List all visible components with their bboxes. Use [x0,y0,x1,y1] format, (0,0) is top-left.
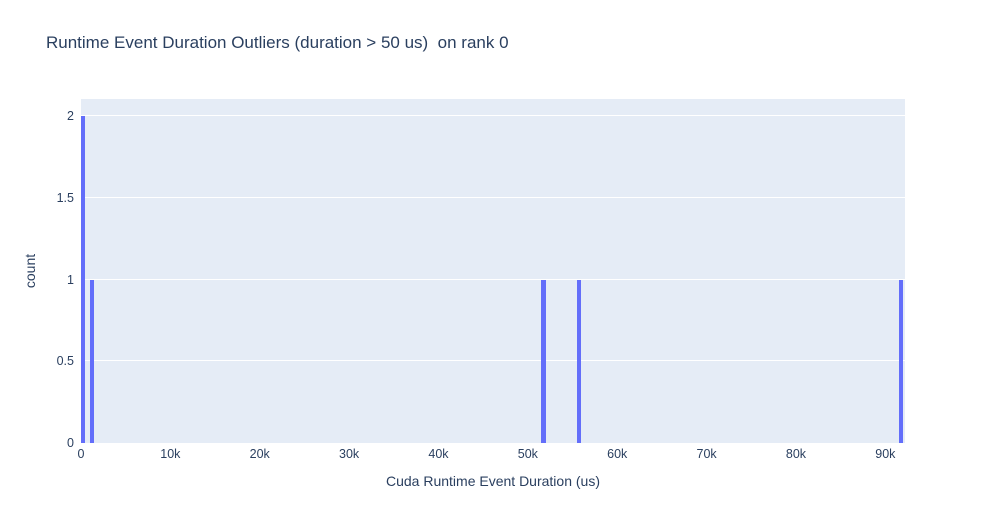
y-gridline [81,360,905,362]
histogram-bar[interactable] [898,279,904,443]
y-axis-ticks: 0 0.5 1 1.5 2 [0,99,77,450]
y-gridline [81,278,905,280]
x-tick-label: 0 [77,447,85,461]
y-tick-label: 0 [67,436,74,450]
x-tick-label: 40k [428,447,449,461]
y-gridline [81,196,905,198]
y-tick-label: 2 [67,109,74,124]
x-axis-title: Cuda Runtime Event Duration (us) [386,473,600,489]
y-tick-label: 0.5 [56,354,74,369]
x-axis-ticks: 0 10k 20k 30k 40k 50k 60k 70k 80k 90k [77,447,905,463]
x-tick-label: 30k [339,447,360,461]
histogram-bar[interactable] [89,279,95,443]
y-tick-label: 1 [67,272,74,287]
y-gridline [81,115,905,117]
histogram-bar[interactable] [577,279,582,443]
x-tick-label: 10k [160,447,181,461]
plot-area[interactable] [81,99,905,443]
x-tick-label: 90k [875,447,896,461]
x-tick-label: 80k [785,447,807,461]
y-tick-label: 1.5 [56,190,74,205]
histogram-bar[interactable] [541,279,546,443]
x-tick-label: 50k [517,447,538,461]
x-tick-label: 20k [249,447,270,461]
x-tick-label: 60k [607,447,628,461]
chart-title: Runtime Event Duration Outliers (duratio… [46,33,509,52]
histogram-bar[interactable] [81,116,86,443]
x-tick-label: 70k [696,447,717,461]
